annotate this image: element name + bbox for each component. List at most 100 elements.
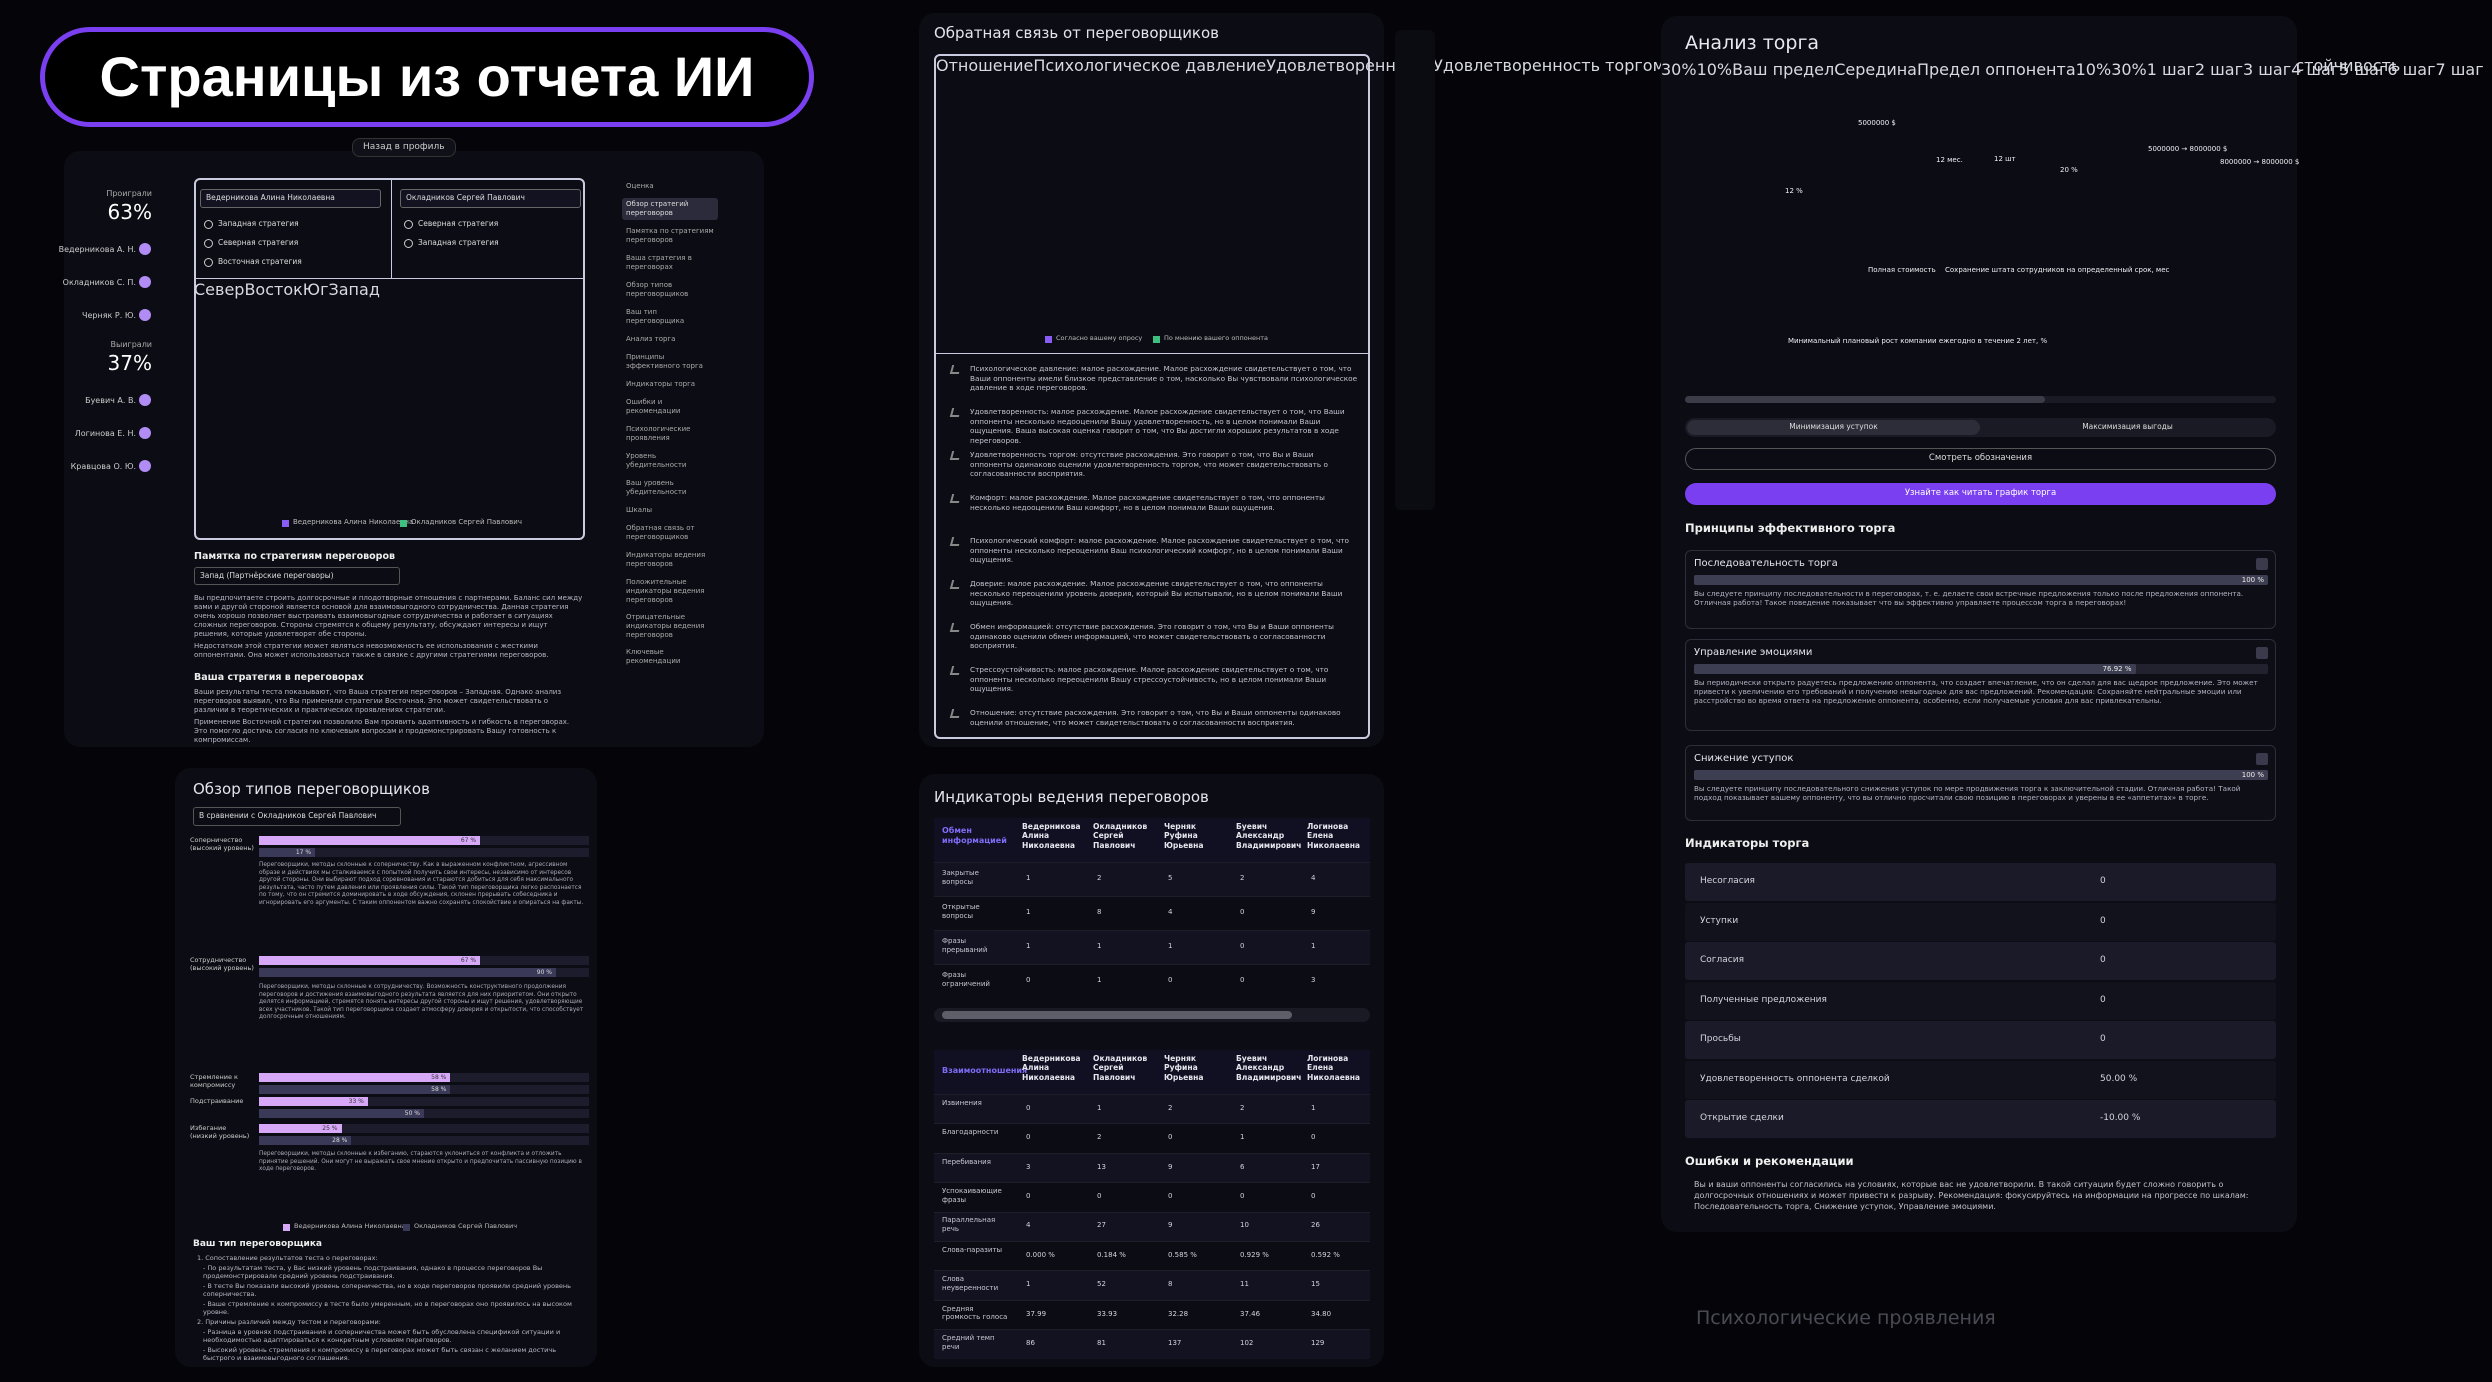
cell-value: 9: [1311, 908, 1316, 916]
button-label: Узнайте как читать график торга: [1904, 488, 2057, 498]
nav-item[interactable]: Психологические проявления: [626, 425, 691, 442]
participant-select[interactable]: [200, 189, 381, 208]
help-icon[interactable]: [2256, 647, 2268, 659]
list-item: - По результатам теста, у Вас низкий уро…: [203, 1264, 543, 1281]
radar-axis-label: Удовлетворенность торгом: [1433, 56, 1665, 75]
y-tick-label: Предел оппонента: [1916, 60, 2076, 79]
nav-item[interactable]: Индикаторы торга: [626, 380, 696, 388]
person-name: Черняк Р. Ю.: [82, 311, 136, 320]
table-row: [934, 1123, 1370, 1153]
list-item: - Высокий уровень стремления к компромис…: [203, 1346, 557, 1363]
nav-item[interactable]: Обратная связь от переговорщиков: [626, 524, 695, 541]
tab-label: Минимизация уступок: [1789, 422, 1878, 431]
bar-value-label: 50 %: [404, 1110, 420, 1117]
nav-item[interactable]: Ваш тип переговорщика: [626, 308, 685, 325]
compare-select[interactable]: [193, 807, 401, 826]
paragraph: Ваши результаты теста показывают, что Ва…: [194, 688, 562, 715]
indicator-value: 0: [2100, 955, 2106, 965]
strategy-box: [194, 178, 585, 540]
cell-value: 13: [1097, 1162, 1106, 1171]
check-icon: [204, 220, 213, 229]
principle-title: Управление эмоциями: [1694, 647, 1813, 658]
progress-label: 76.92 %: [2102, 665, 2132, 673]
table-row: [934, 1329, 1370, 1359]
progress-label: 100 %: [2241, 771, 2264, 779]
memo-select[interactable]: [194, 567, 400, 585]
bar: [259, 1097, 368, 1106]
avatar: [139, 460, 151, 472]
nav-item[interactable]: Обзор типов переговорщиков: [626, 281, 689, 298]
nav-item[interactable]: Ваша стратегия в переговорах: [626, 254, 692, 271]
indicator-value: 50.00 %: [2100, 1073, 2138, 1084]
nav-item[interactable]: Индикаторы ведения переговоров: [626, 551, 706, 568]
nav-item[interactable]: Принципы эффективного торга: [626, 353, 703, 370]
indicator-value: 0: [2100, 876, 2106, 886]
chart-annotation: 20 %: [2060, 166, 2078, 174]
participant-select[interactable]: [400, 189, 581, 208]
chart-annotation: Минимальный плановый рост компании ежего…: [1788, 337, 2048, 345]
paragraph: Применение Восточной стратегии позволило…: [194, 718, 570, 745]
chart-annotation: 12 мес.: [1936, 156, 1963, 164]
indicator-label: Уступки: [1700, 915, 1739, 926]
indicator-row: [1685, 1100, 2276, 1138]
cell-value: 0.929 %: [1240, 1250, 1269, 1259]
nav-item[interactable]: Памятка по стратегиям переговоров: [626, 227, 714, 244]
cell-value: 2: [1097, 1133, 1102, 1142]
help-icon[interactable]: [2256, 558, 2268, 570]
description: Переговорщики, методы склонные к избеган…: [259, 1151, 582, 1173]
cell-value: 27: [1097, 1221, 1106, 1230]
cell-value: 0: [1026, 1133, 1031, 1142]
nav-item[interactable]: Уровень убедительности: [626, 452, 687, 469]
table-row: [934, 1152, 1370, 1183]
nav-item[interactable]: Анализ торга: [626, 335, 676, 343]
cell-value: 4: [1311, 874, 1316, 882]
x-tick-label: 2 шаг: [2194, 60, 2243, 79]
nav-item[interactable]: Оценка: [626, 182, 654, 190]
progress-fill: [1694, 770, 2268, 780]
nav-item[interactable]: Ошибки и рекомендации: [626, 398, 681, 415]
divider: [936, 353, 1368, 354]
table: Взаимоотношения Ведерникова Алина Николае…: [934, 1050, 1370, 1359]
cell-value: 32.28: [1168, 1309, 1189, 1318]
nav-item[interactable]: Обзор стратегий переговоров: [622, 198, 718, 220]
legend-swatch: [282, 520, 289, 527]
column-header: Черняк Руфина Юрьевна: [1164, 822, 1204, 850]
tab[interactable]: Максимизация выгоды: [1981, 420, 2274, 435]
cell-value: 0.000 %: [1026, 1250, 1055, 1259]
strategy-item: Северная стратегия: [218, 238, 299, 247]
category-label: Сотрудничество (высокий уровень): [190, 956, 254, 973]
legend-label: Окладников Сергей Павлович: [411, 518, 522, 526]
check-icon: [204, 258, 213, 267]
column-header: Ведерникова Алина Николаевна: [1022, 822, 1081, 850]
tab[interactable]: Минимизация уступок: [1687, 420, 1980, 435]
nav-item[interactable]: Положительные индикаторы ведения перегов…: [626, 578, 705, 604]
table: Обмен информацией Ведерникова Алина Никол…: [934, 818, 1370, 998]
x-tick-label: 6 шаг: [2387, 60, 2436, 79]
cell-value: 0: [1240, 908, 1245, 916]
outline-button[interactable]: [1685, 448, 2276, 470]
radar-axis-label: Удовлетворенность: [1266, 56, 1434, 75]
cell-value: 9: [1168, 1162, 1173, 1171]
indicator-label: Согласия: [1700, 955, 1744, 965]
nav-item[interactable]: Отрицательные индикаторы ведения перегов…: [626, 613, 705, 639]
bar: [259, 1124, 342, 1133]
bar: [259, 1073, 451, 1082]
radar-axis-label: Восток: [244, 280, 303, 299]
cell-value: 34.80: [1311, 1309, 1332, 1318]
feedback-item: Удовлетворенность торгом: отсутствие рас…: [970, 450, 1328, 479]
nav-item[interactable]: Шкалы: [626, 506, 653, 514]
row-label: Слова неуверенности: [942, 1275, 999, 1292]
primary-button[interactable]: [1685, 483, 2276, 505]
row-label: Успокаивающие фразы: [942, 1186, 1002, 1204]
list-item: - Ваше стремление к компромиссу в тесте …: [203, 1300, 572, 1317]
list-item: 2. Причины различий между тестом и перег…: [197, 1318, 381, 1326]
list-item: 1. Сопоставление результатов теста о пер…: [197, 1254, 378, 1262]
check-icon: [404, 220, 413, 229]
radar-axis-label: Север: [194, 280, 245, 299]
bar: [259, 1085, 451, 1094]
nav-item[interactable]: Ключевые рекомендации: [626, 648, 681, 665]
cell-value: 52: [1097, 1280, 1106, 1289]
nav-item[interactable]: Ваш уровень убедительности: [626, 479, 687, 496]
cell-value: 4: [1168, 908, 1173, 916]
help-icon[interactable]: [2256, 753, 2268, 765]
